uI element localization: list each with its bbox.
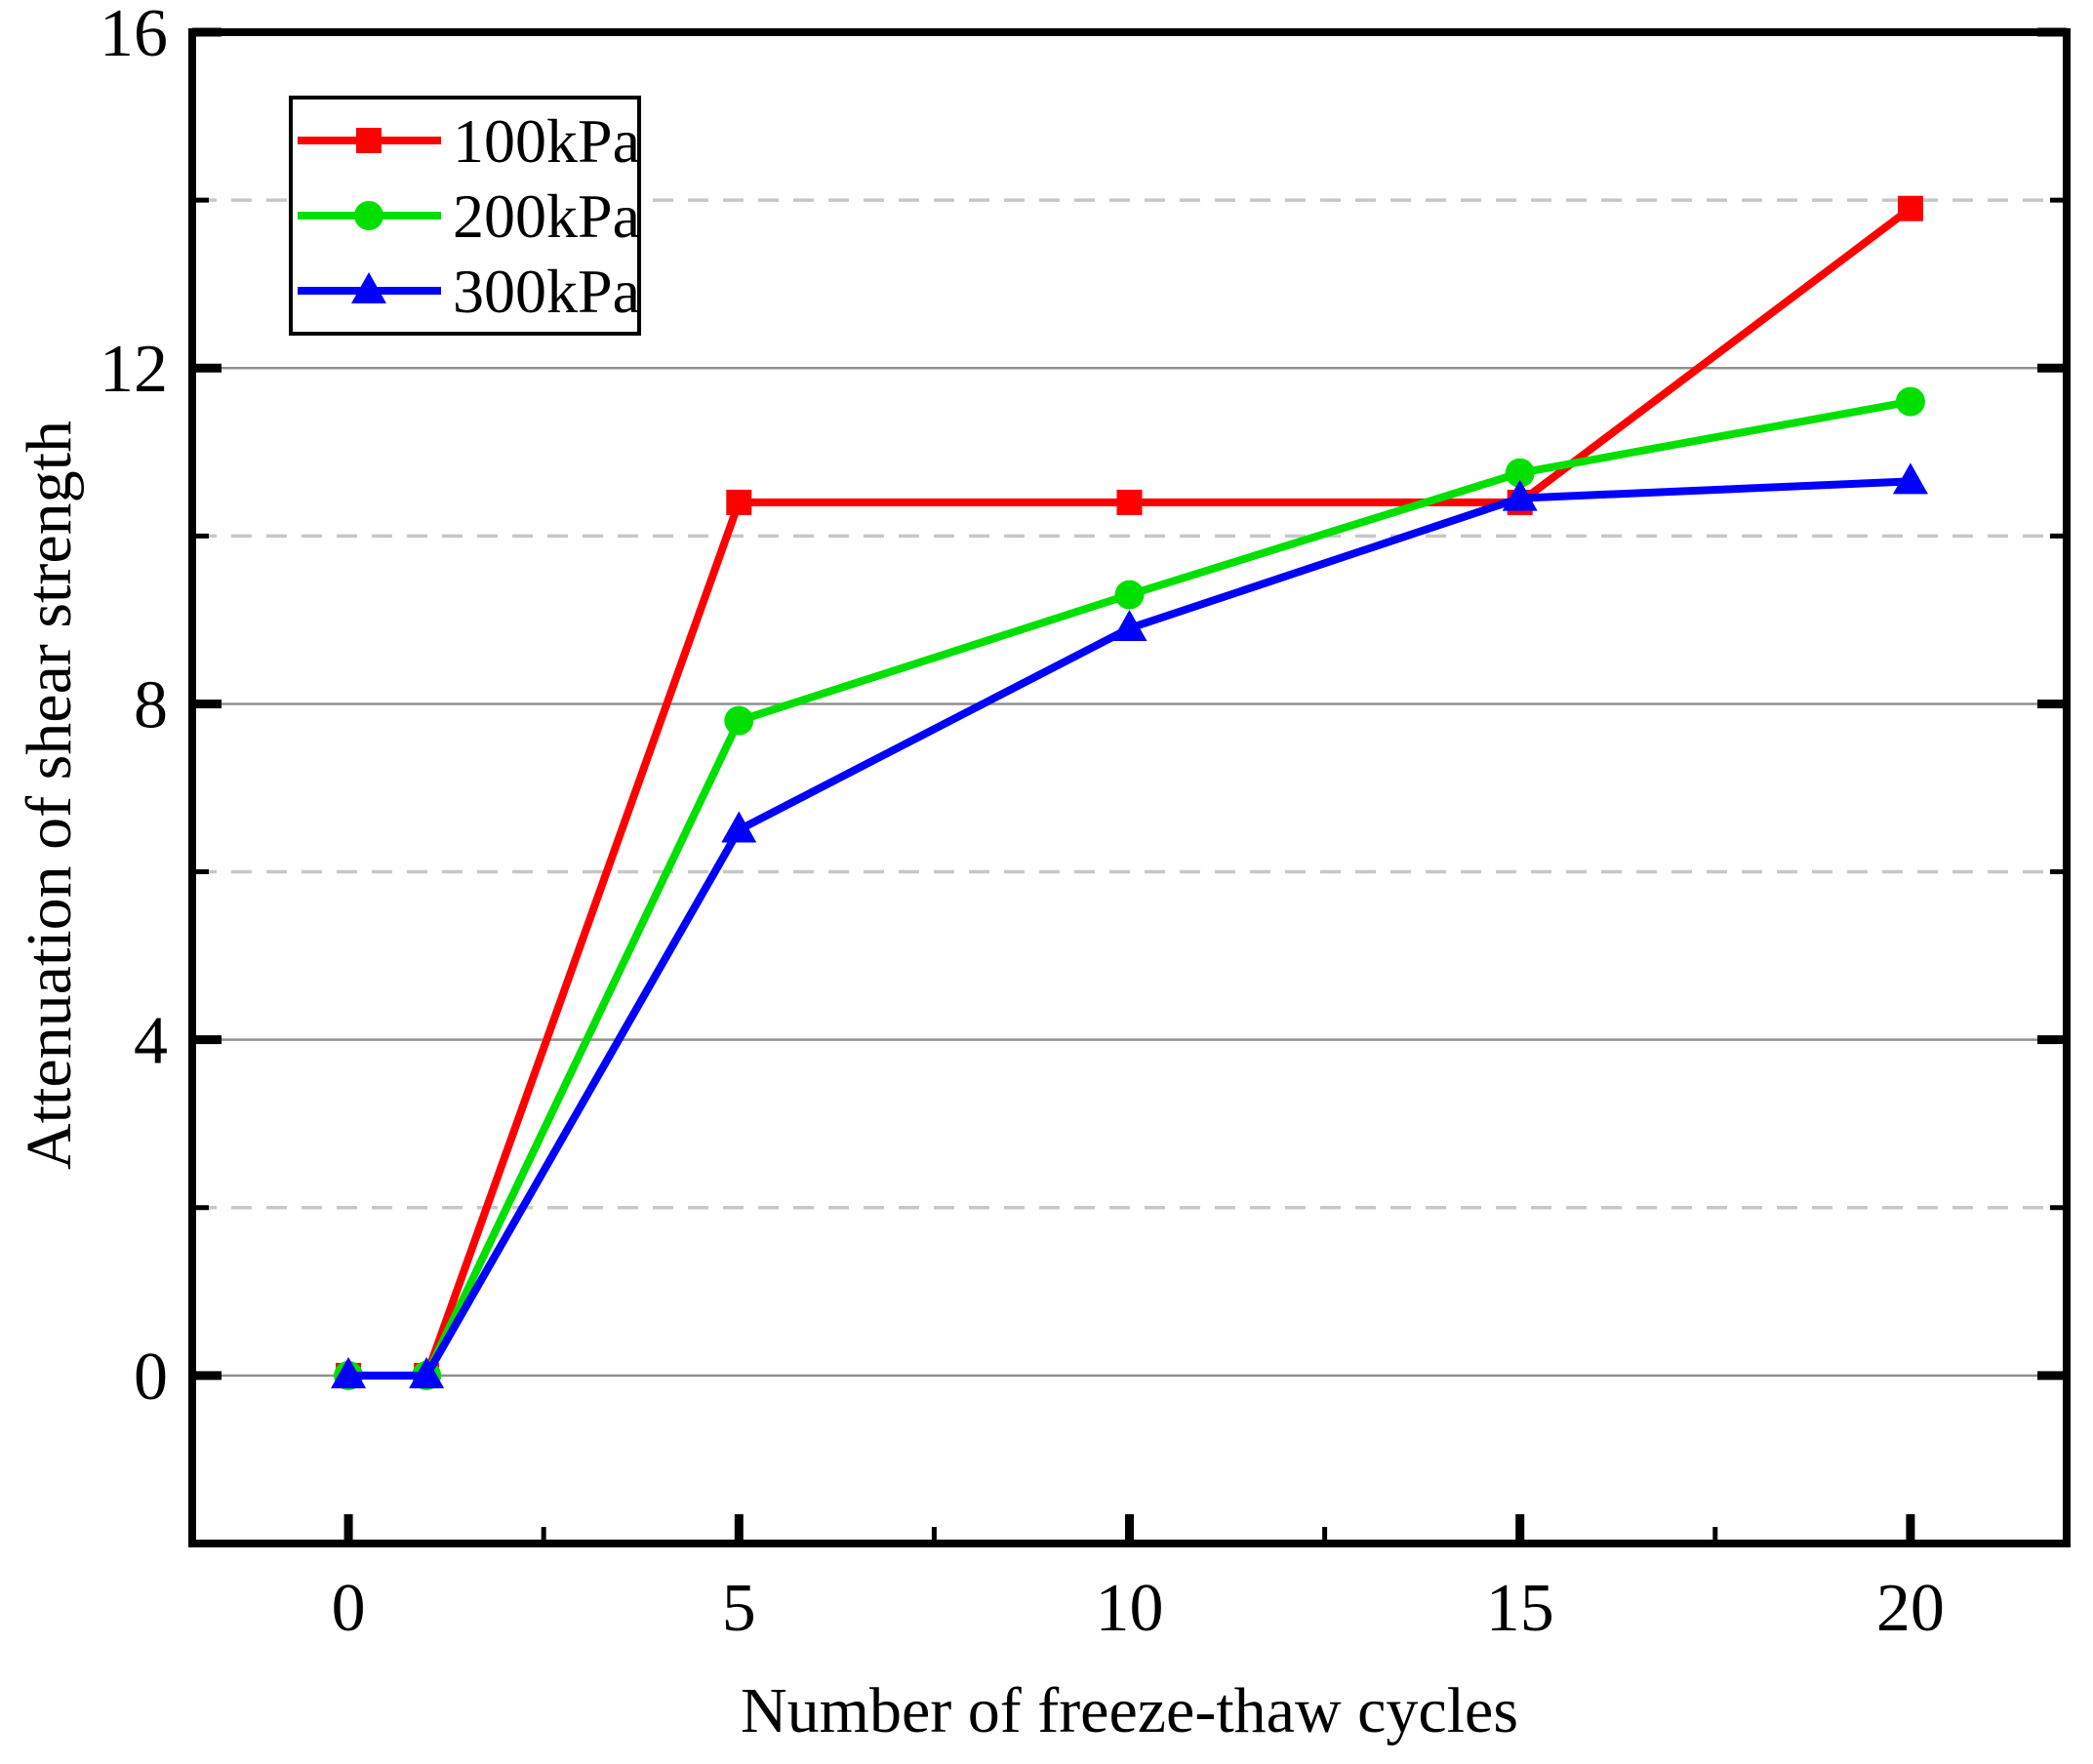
svg-text:4: 4 <box>134 1004 168 1079</box>
x-tick-labels: 0 5 10 15 20 <box>332 1571 1945 1646</box>
series-100kPa <box>336 195 1923 1388</box>
svg-text:20: 20 <box>1876 1571 1945 1646</box>
y-tick-labels: 0 4 8 12 16 <box>100 0 168 1415</box>
svg-text:5: 5 <box>722 1571 756 1646</box>
svg-text:15: 15 <box>1486 1571 1554 1646</box>
svg-text:0: 0 <box>332 1571 366 1646</box>
svg-text:100kPa: 100kPa <box>453 106 640 176</box>
major-gridlines <box>196 30 2063 1378</box>
svg-text:200kPa: 200kPa <box>453 181 640 251</box>
minor-gridlines <box>196 198 2063 1210</box>
svg-text:10: 10 <box>1096 1571 1164 1646</box>
svg-text:0: 0 <box>134 1340 168 1415</box>
axis-ticks <box>192 27 2067 1544</box>
svg-text:12: 12 <box>100 332 168 407</box>
x-axis-title: Number of freeze-thaw cycles <box>740 1675 1519 1746</box>
y-axis-title: Attenuation of shear strength <box>14 421 85 1170</box>
svg-text:300kPa: 300kPa <box>453 257 640 326</box>
svg-text:16: 16 <box>100 0 168 71</box>
svg-text:8: 8 <box>134 667 168 742</box>
series-300kPa <box>331 462 1928 1388</box>
